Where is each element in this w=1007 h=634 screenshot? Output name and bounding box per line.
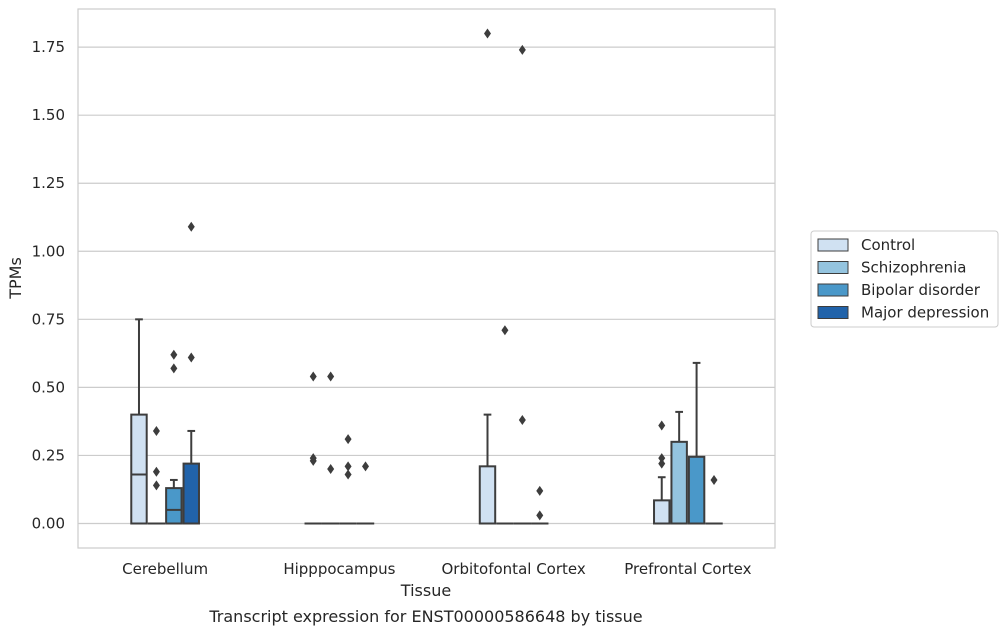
box-schizophrenia — [147, 425, 166, 525]
box-bipolar-disorder — [339, 434, 357, 525]
box-bipolar-disorder — [687, 361, 706, 525]
legend-label: Major depression — [861, 304, 989, 322]
outlier-point — [518, 415, 526, 426]
box-major-depression — [531, 485, 549, 525]
y-tick-labels: 0.00 0.25 0.50 0.75 1.00 1.25 1.50 1.75 — [32, 38, 65, 532]
outlier-point — [658, 420, 666, 431]
box-major-depression — [705, 474, 723, 525]
outlier-point — [152, 425, 160, 436]
y-tick-label: 1.25 — [32, 174, 65, 192]
box-schizophrenia — [670, 410, 688, 525]
x-tick-labels: Cerebellum Hipppocampus Orbitofontal Corte… — [122, 560, 751, 578]
plot-frame — [77, 8, 776, 549]
legend-swatch — [817, 238, 849, 252]
x-tick-label: Cerebellum — [122, 560, 208, 578]
x-tick-label: Orbitofontal Cortex — [442, 560, 586, 578]
box-schizophrenia — [496, 325, 514, 525]
outlier-point — [483, 28, 491, 39]
outlier-point — [152, 480, 160, 491]
box-body — [653, 499, 671, 525]
box-body — [165, 487, 183, 525]
outlier-point — [327, 464, 335, 475]
legend-items: Control Schizophrenia Bipolar disorder Majo… — [817, 236, 989, 322]
y-tick-label: 0.50 — [32, 378, 65, 396]
legend-label: Schizophrenia — [861, 259, 966, 277]
box-body — [182, 462, 200, 525]
outlier-point — [536, 485, 544, 496]
legend-swatch — [817, 283, 849, 297]
box-schizophrenia — [321, 371, 340, 525]
outlier-point — [152, 466, 160, 477]
box-control — [653, 420, 671, 525]
box-major-depression — [356, 461, 375, 525]
y-tick-label: 0.25 — [32, 446, 65, 464]
outlier-point — [327, 371, 335, 382]
box-body — [130, 413, 148, 525]
outlier-point — [536, 510, 544, 521]
box-control — [130, 318, 148, 525]
box-control — [304, 371, 322, 525]
x-tick-label: Hipppocampus — [283, 560, 395, 578]
box-groups — [130, 28, 723, 525]
legend-swatch — [817, 306, 849, 319]
y-tick-label: 1.75 — [32, 38, 65, 56]
outlier-point — [710, 474, 718, 485]
outlier-point — [309, 371, 317, 382]
box-bipolar-disorder — [513, 44, 532, 525]
outlier-point — [658, 453, 666, 464]
box-major-depression — [182, 221, 200, 525]
outlier-point — [309, 455, 317, 466]
chart-caption: Transcript expression for ENST0000058664… — [208, 607, 642, 626]
outlier-point — [344, 461, 352, 472]
box-control — [478, 28, 497, 525]
x-axis-label: Tissue — [400, 581, 451, 600]
x-tick-label: Prefrontal Cortex — [624, 560, 751, 578]
outlier-point — [362, 461, 370, 472]
outlier-point — [518, 44, 526, 55]
outlier-point — [170, 363, 178, 374]
box-body — [478, 465, 497, 525]
y-tick-label: 1.50 — [32, 106, 65, 124]
outlier-point — [187, 221, 195, 232]
gridlines — [78, 46, 775, 525]
box-bipolar-disorder — [165, 349, 183, 525]
y-axis-label: TPMs — [6, 257, 25, 300]
outlier-point — [344, 434, 352, 445]
outlier-point — [658, 458, 666, 469]
legend-swatch — [817, 261, 849, 274]
outlier-point — [187, 352, 195, 363]
outlier-point — [170, 349, 178, 360]
legend-label: Bipolar disorder — [861, 281, 981, 299]
legend: Control Schizophrenia Bipolar disorder Majo… — [810, 230, 999, 328]
y-tick-label: 0.75 — [32, 310, 65, 328]
box-body — [687, 455, 706, 525]
box-body — [670, 440, 688, 525]
y-tick-label: 1.00 — [32, 242, 65, 260]
legend-frame — [810, 230, 999, 328]
legend-label: Control — [861, 236, 915, 254]
outlier-point — [501, 325, 509, 336]
y-tick-label: 0.00 — [32, 515, 65, 533]
outlier-point — [344, 469, 352, 480]
